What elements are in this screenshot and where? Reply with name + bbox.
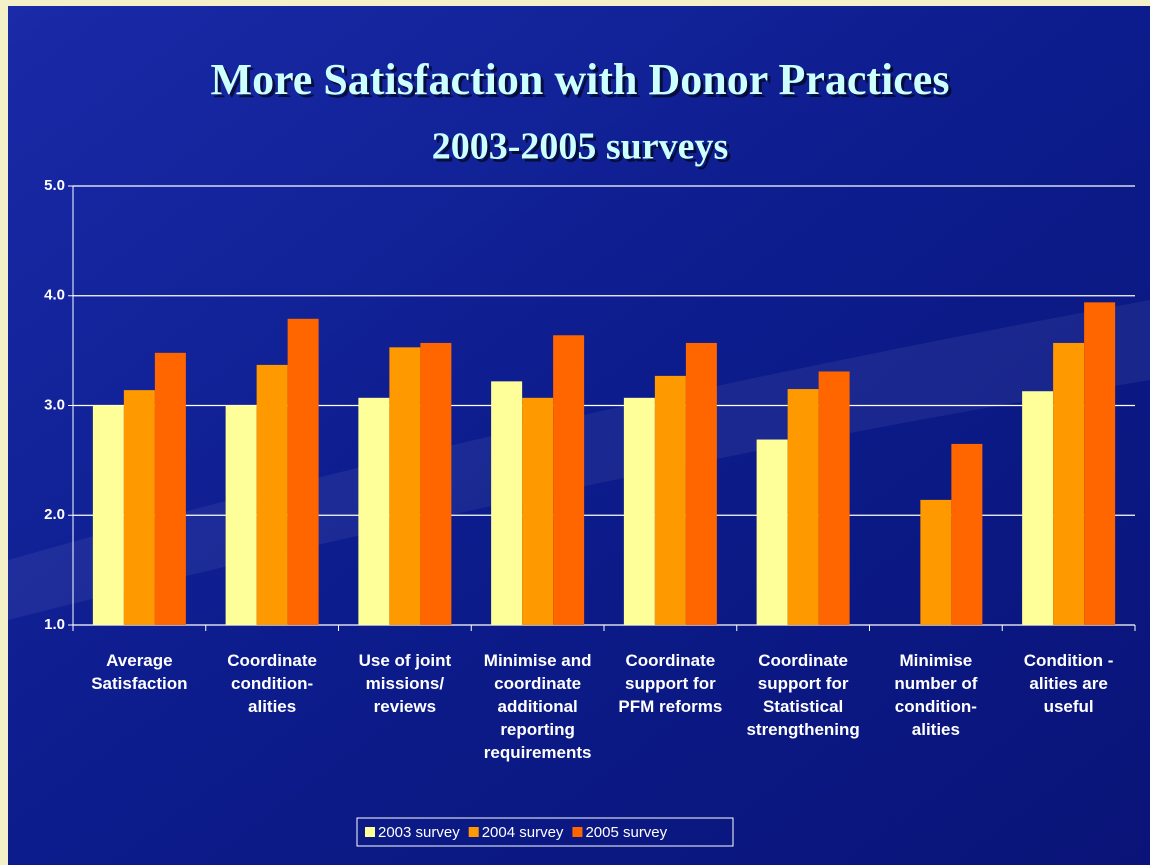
bar <box>389 347 421 625</box>
bar <box>522 397 554 625</box>
bar <box>654 375 686 625</box>
bar <box>287 318 319 625</box>
subtitle-shadow: 2003-2005 surveys <box>435 129 732 171</box>
bar <box>951 443 983 625</box>
bar <box>685 342 717 625</box>
x-tick-label: Use of joint missions/ reviews <box>358 651 452 716</box>
legend-box <box>356 817 734 847</box>
bar <box>1022 391 1054 625</box>
bar <box>553 335 585 625</box>
legend-swatch <box>365 827 375 837</box>
bar <box>787 389 819 625</box>
x-tick-label: Average Satisfaction <box>91 651 188 693</box>
bar <box>358 397 390 625</box>
legend-label: 2004 survey <box>482 824 564 841</box>
legend-swatch <box>468 827 479 837</box>
bar <box>256 364 288 625</box>
x-tick-label: Coordinate support for Statistical stren… <box>746 651 860 739</box>
x-tick-label: Coordinate condition- alities <box>227 651 317 716</box>
x-tick-label: Minimise number of condition- alities <box>894 651 978 739</box>
y-tick-label: 4.0 <box>44 287 65 304</box>
chart-subtitle: 2003-2005 surveys <box>432 126 729 168</box>
bar <box>818 371 850 625</box>
chart-title: More Satisfaction with Donor Practices <box>211 55 950 104</box>
x-tick-label: Coordinate support for PFM reforms <box>618 651 723 716</box>
bar <box>920 499 952 625</box>
y-tick-label: 2.0 <box>44 506 65 523</box>
y-tick-label: 3.0 <box>44 396 65 413</box>
bar <box>225 405 257 625</box>
legend-label: 2005 survey <box>585 824 667 841</box>
bar <box>154 352 186 625</box>
y-tick-label: 1.0 <box>44 616 65 633</box>
bar <box>756 439 788 625</box>
legend-label: 2003 survey <box>378 824 460 841</box>
title-shadow: More Satisfaction with Donor Practices <box>214 58 953 107</box>
bar <box>420 342 452 625</box>
bar <box>491 381 523 625</box>
bar <box>1053 342 1085 625</box>
bar <box>92 405 124 625</box>
x-tick-label: Condition - alities are useful <box>1023 651 1114 716</box>
legend-swatch <box>572 827 583 837</box>
bar <box>623 397 655 625</box>
bar <box>1084 302 1116 625</box>
y-tick-label: 5.0 <box>44 177 65 194</box>
x-tick-label: Minimise and coordinate additional repor… <box>483 651 592 762</box>
bar <box>123 390 155 625</box>
